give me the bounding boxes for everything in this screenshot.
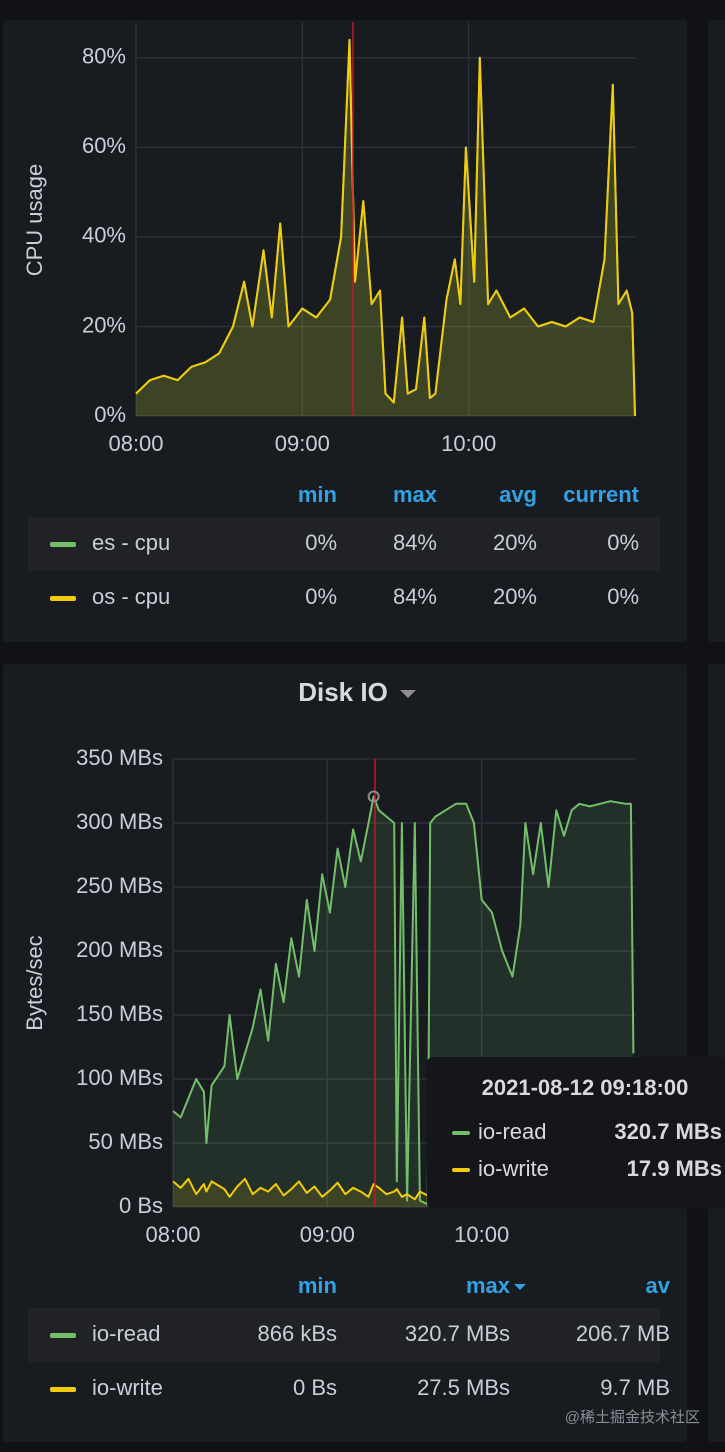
y-axis-label: Bytes/sec — [22, 935, 47, 1030]
y-tick-label: 0 Bs — [119, 1193, 163, 1218]
y-axis-label: CPU usage — [22, 164, 47, 277]
legend-name: io-read — [92, 1321, 160, 1346]
hover-point — [367, 790, 380, 803]
legend-value: 0% — [305, 530, 337, 555]
y-tick-label: 350 MBs — [76, 745, 163, 770]
legend-swatch — [50, 1333, 76, 1338]
legend-value: 0% — [607, 530, 639, 555]
legend-value: 866 kBs — [258, 1321, 338, 1346]
legend-header: min — [298, 1273, 337, 1298]
panel-title[interactable]: Disk IO — [298, 677, 388, 707]
legend-value: 20% — [493, 530, 537, 555]
legend-name: es - cpu — [92, 530, 170, 555]
disk-panel[interactable] — [3, 664, 687, 1442]
legend-value: 84% — [393, 530, 437, 555]
sort-caret — [514, 1284, 526, 1290]
tooltip-time: 2021-08-12 09:18:00 — [482, 1075, 689, 1100]
tooltip-swatch — [452, 1168, 470, 1172]
legend-name: io-write — [92, 1375, 163, 1400]
legend-row-bg — [28, 1308, 660, 1362]
legend-name: os - cpu — [92, 584, 170, 609]
legend-header: max — [393, 482, 438, 507]
legend-header: current — [563, 482, 639, 507]
legend-value: 9.7 MB — [600, 1375, 670, 1400]
tooltip — [427, 1057, 725, 1209]
watermark: @稀土掘金技术社区 — [565, 1409, 700, 1426]
tooltip-value: 320.7 MBs — [614, 1119, 722, 1144]
y-tick-label: 250 MBs — [76, 873, 163, 898]
tooltip-name: io-write — [478, 1156, 549, 1181]
series-area — [136, 39, 635, 417]
y-tick-label: 300 MBs — [76, 809, 163, 834]
legend-value: 0 Bs — [293, 1375, 337, 1400]
legend-value: 206.7 MB — [576, 1321, 670, 1346]
series-line — [135, 38, 636, 417]
y-tick-label: 40% — [82, 223, 126, 248]
legend-swatch — [50, 596, 76, 601]
y-tick-label: 50 MBs — [88, 1129, 163, 1154]
x-tick-label: 09:00 — [300, 1222, 355, 1247]
legend-header: min — [298, 482, 337, 507]
series-line — [172, 795, 635, 1206]
x-tick-label: 08:00 — [145, 1222, 200, 1247]
legend-row-bg — [28, 517, 660, 571]
side-panel — [708, 20, 725, 642]
legend-value: 320.7 MBs — [405, 1321, 510, 1346]
tooltip-name: io-read — [478, 1119, 546, 1144]
legend-header: max — [466, 1273, 511, 1298]
legend-value: 84% — [393, 584, 437, 609]
x-tick-label: 10:00 — [454, 1222, 509, 1247]
y-tick-label: 80% — [82, 44, 126, 69]
x-tick-label: 10:00 — [441, 431, 496, 456]
legend-value: 27.5 MBs — [417, 1375, 510, 1400]
legend-swatch — [50, 542, 76, 547]
legend-value: 0% — [607, 584, 639, 609]
y-tick-label: 200 MBs — [76, 937, 163, 962]
title-caret[interactable] — [400, 690, 416, 698]
tooltip-value: 17.9 MBs — [627, 1156, 722, 1181]
x-tick-label: 09:00 — [275, 431, 330, 456]
series-area — [136, 39, 635, 417]
tooltip-swatch — [452, 1131, 470, 1135]
legend-value: 20% — [493, 584, 537, 609]
legend-swatch — [50, 1387, 76, 1392]
y-tick-label: 0% — [94, 402, 126, 427]
y-tick-label: 20% — [82, 312, 126, 337]
cpu-panel — [3, 20, 687, 642]
legend-header: avg — [499, 482, 537, 507]
x-tick-label: 08:00 — [108, 431, 163, 456]
charts: 0% 20% 40% 60% 80% 08:00 09:00 10:00 CPU usage mi… — [22, 22, 725, 1400]
side-panel — [708, 664, 725, 1442]
y-tick-label: 100 MBs — [76, 1065, 163, 1090]
legend-header: av — [646, 1273, 671, 1298]
y-tick-label: 60% — [82, 133, 126, 158]
y-tick-label: 150 MBs — [76, 1001, 163, 1026]
legend-value: 0% — [305, 584, 337, 609]
